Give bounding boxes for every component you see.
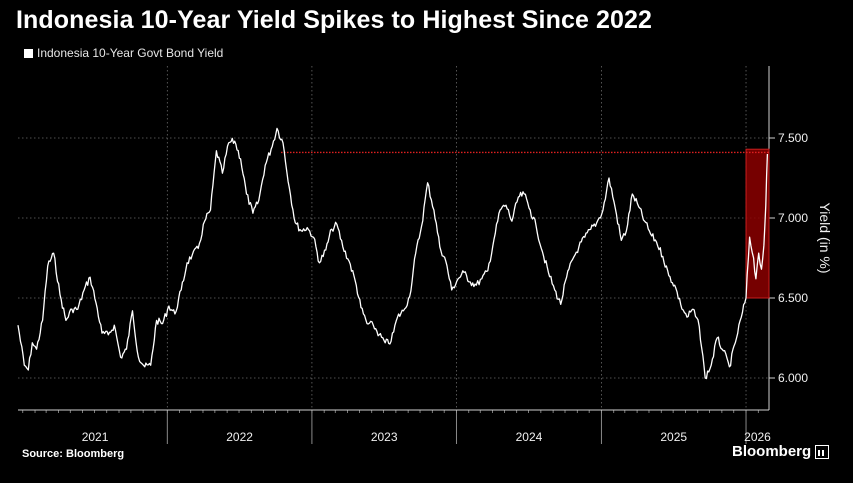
chart-title: Indonesia 10-Year Yield Spikes to Highes… — [16, 6, 653, 34]
x-tick-label: 2021 — [82, 430, 109, 444]
brand-name: Bloomberg — [732, 443, 812, 460]
x-tick-label: 2023 — [371, 430, 398, 444]
x-tick-label: 2026 — [744, 430, 771, 444]
legend: Indonesia 10-Year Govt Bond Yield — [24, 46, 223, 60]
highlight-band — [745, 148, 770, 299]
y-axis-title: Yield (in %) — [817, 202, 833, 273]
y-tick-label: 6.500 — [778, 291, 808, 305]
x-tick-label: 2024 — [516, 430, 543, 444]
bloomberg-chart-icon — [815, 444, 830, 459]
brand-logo: Bloomberg — [732, 443, 830, 460]
source-note: Source: Bloomberg — [22, 448, 125, 460]
series-line — [17, 127, 769, 380]
legend-label: Indonesia 10-Year Govt Bond Yield — [37, 46, 224, 60]
x-tick-label: 2025 — [660, 430, 687, 444]
y-tick-label: 7.000 — [778, 211, 808, 225]
legend-swatch — [24, 48, 33, 58]
y-tick-label: 7.500 — [778, 131, 808, 145]
x-tick-label: 2022 — [226, 430, 253, 444]
y-tick-label: 6.000 — [778, 371, 808, 385]
